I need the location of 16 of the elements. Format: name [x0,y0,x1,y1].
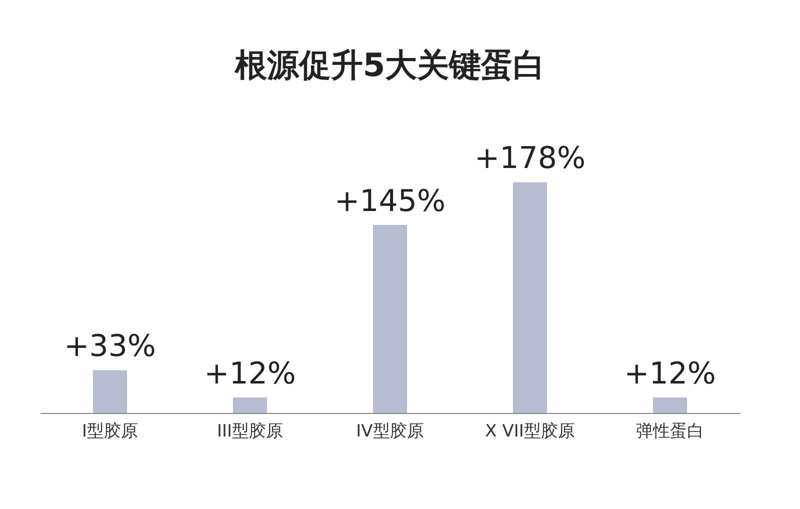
x-tick-label: IV型胶原 [356,422,424,442]
data-label: +178% [474,141,586,176]
bar [513,182,547,413]
data-label: +33% [64,329,156,364]
x-tick-label: 弹性蛋白 [636,422,704,442]
bar [93,370,127,413]
data-label: +12% [204,356,296,392]
chart-title: 根源促升5大关键蛋白 [234,46,546,84]
data-label: +12% [624,356,716,392]
bar [233,397,267,413]
bar [653,397,687,413]
data-label: +145% [334,184,446,220]
x-tick-label: X VII型胶原 [485,422,575,442]
x-tick-label: I型胶原 [82,422,138,442]
bar [373,225,407,413]
x-tick-label: III型胶原 [216,422,284,442]
